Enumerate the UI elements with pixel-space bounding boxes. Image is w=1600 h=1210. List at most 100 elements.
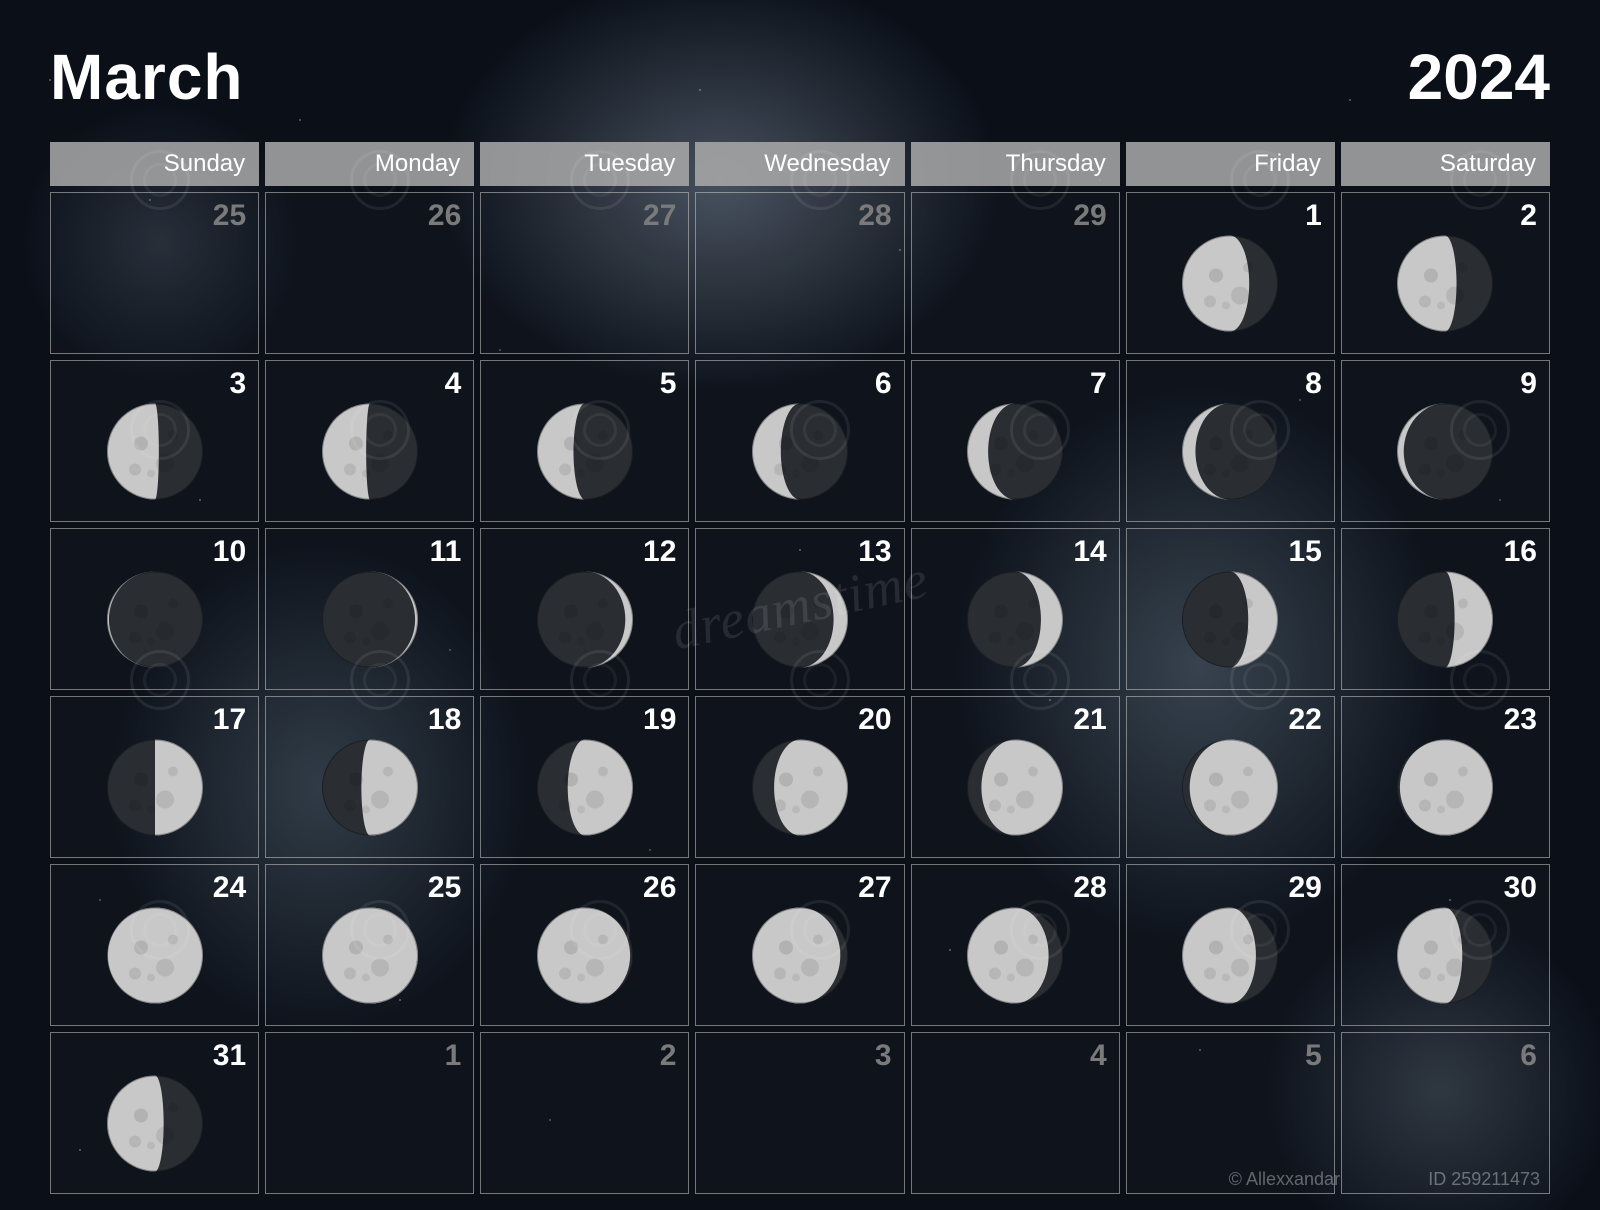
calendar-cell: 12 bbox=[480, 528, 689, 690]
calendar-cell: 28 bbox=[695, 192, 904, 354]
calendar-cell: 2 bbox=[480, 1032, 689, 1194]
moon-phase-icon bbox=[1397, 403, 1493, 504]
day-number: 8 bbox=[1305, 367, 1322, 401]
calendar-cell: 8 bbox=[1126, 360, 1335, 522]
calendar-cell: 21 bbox=[911, 696, 1120, 858]
calendar-cell: 22 bbox=[1126, 696, 1335, 858]
calendar-cell: 15 bbox=[1126, 528, 1335, 690]
calendar-cell: 3 bbox=[50, 360, 259, 522]
moon-phase-icon bbox=[322, 907, 418, 1008]
calendar-cell: 3 bbox=[695, 1032, 904, 1194]
day-number: 29 bbox=[1073, 199, 1106, 233]
moon-phase-icon bbox=[1182, 571, 1278, 672]
calendar-cell: 6 bbox=[695, 360, 904, 522]
moon-phase-icon bbox=[967, 571, 1063, 672]
moon-phase-icon bbox=[752, 571, 848, 672]
calendar-cell: 25 bbox=[50, 192, 259, 354]
calendar-cell: 20 bbox=[695, 696, 904, 858]
moon-phase-icon bbox=[537, 571, 633, 672]
day-number: 23 bbox=[1504, 703, 1537, 737]
moon-phase-icon bbox=[1182, 739, 1278, 840]
weekday-label: Tuesday bbox=[480, 142, 689, 186]
moon-phase-icon bbox=[107, 403, 203, 504]
calendar-cell: 25 bbox=[265, 864, 474, 1026]
moon-phase-icon bbox=[967, 907, 1063, 1008]
day-number: 28 bbox=[858, 199, 891, 233]
calendar-cell: 2 bbox=[1341, 192, 1550, 354]
moon-phase-icon bbox=[107, 571, 203, 672]
day-number: 4 bbox=[445, 367, 462, 401]
day-number: 3 bbox=[875, 1039, 892, 1073]
weekday-row: SundayMondayTuesdayWednesdayThursdayFrid… bbox=[50, 142, 1550, 186]
day-number: 9 bbox=[1520, 367, 1537, 401]
moon-phase-icon bbox=[1397, 571, 1493, 672]
moon-phase-icon bbox=[967, 403, 1063, 504]
day-number: 1 bbox=[445, 1039, 462, 1073]
day-number: 17 bbox=[213, 703, 246, 737]
moon-phase-icon bbox=[322, 403, 418, 504]
day-number: 22 bbox=[1288, 703, 1321, 737]
moon-phase-icon bbox=[967, 739, 1063, 840]
day-number: 1 bbox=[1305, 199, 1322, 233]
day-number: 25 bbox=[428, 871, 461, 905]
day-number: 5 bbox=[660, 367, 677, 401]
moon-phase-icon bbox=[1182, 235, 1278, 336]
calendar-cell: 26 bbox=[265, 192, 474, 354]
day-number: 13 bbox=[858, 535, 891, 569]
moon-phase-icon bbox=[107, 907, 203, 1008]
day-number: 16 bbox=[1504, 535, 1537, 569]
moon-phase-icon bbox=[1182, 907, 1278, 1008]
day-number: 11 bbox=[430, 535, 462, 569]
moon-phase-icon bbox=[537, 907, 633, 1008]
day-number: 26 bbox=[428, 199, 461, 233]
calendar-cell: 28 bbox=[911, 864, 1120, 1026]
day-number: 2 bbox=[1520, 199, 1537, 233]
calendar-cell: 4 bbox=[265, 360, 474, 522]
day-number: 5 bbox=[1305, 1039, 1322, 1073]
moon-phase-icon bbox=[1182, 403, 1278, 504]
weekday-label: Monday bbox=[265, 142, 474, 186]
day-number: 14 bbox=[1073, 535, 1106, 569]
calendar-cell: 29 bbox=[911, 192, 1120, 354]
moon-phase-icon bbox=[1397, 739, 1493, 840]
calendar-cell: 14 bbox=[911, 528, 1120, 690]
calendar-grid: 25262728291 2 bbox=[50, 192, 1550, 1194]
calendar-cell: 7 bbox=[911, 360, 1120, 522]
moon-phase-icon bbox=[752, 907, 848, 1008]
calendar-cell: 26 bbox=[480, 864, 689, 1026]
day-number: 26 bbox=[643, 871, 676, 905]
calendar-cell: 4 bbox=[911, 1032, 1120, 1194]
weekday-label: Sunday bbox=[50, 142, 259, 186]
calendar-cell: 6 bbox=[1341, 1032, 1550, 1194]
moon-phase-icon bbox=[322, 739, 418, 840]
calendar-cell: 11 bbox=[265, 528, 474, 690]
day-number: 3 bbox=[229, 367, 246, 401]
day-number: 18 bbox=[428, 703, 461, 737]
calendar-cell: 29 bbox=[1126, 864, 1335, 1026]
day-number: 21 bbox=[1073, 703, 1106, 737]
moon-phase-icon bbox=[107, 1075, 203, 1176]
moon-phase-icon bbox=[537, 403, 633, 504]
day-number: 10 bbox=[213, 535, 246, 569]
calendar-cell: 30 bbox=[1341, 864, 1550, 1026]
moon-phase-icon bbox=[107, 739, 203, 840]
moon-phase-icon bbox=[1397, 907, 1493, 1008]
moon-phase-icon bbox=[1397, 235, 1493, 336]
calendar-cell: 1 bbox=[1126, 192, 1335, 354]
day-number: 27 bbox=[643, 199, 676, 233]
weekday-label: Friday bbox=[1126, 142, 1335, 186]
day-number: 2 bbox=[660, 1039, 677, 1073]
calendar-cell: 16 bbox=[1341, 528, 1550, 690]
calendar-cell: 17 bbox=[50, 696, 259, 858]
day-number: 28 bbox=[1073, 871, 1106, 905]
calendar-cell: 9 bbox=[1341, 360, 1550, 522]
year-title: 2024 bbox=[1408, 40, 1550, 114]
calendar-cell: 31 bbox=[50, 1032, 259, 1194]
calendar-cell: 10 bbox=[50, 528, 259, 690]
weekday-label: Saturday bbox=[1341, 142, 1550, 186]
calendar-cell: 24 bbox=[50, 864, 259, 1026]
weekday-label: Wednesday bbox=[695, 142, 904, 186]
day-number: 12 bbox=[643, 535, 676, 569]
calendar-cell: 27 bbox=[480, 192, 689, 354]
calendar-cell: 13 bbox=[695, 528, 904, 690]
